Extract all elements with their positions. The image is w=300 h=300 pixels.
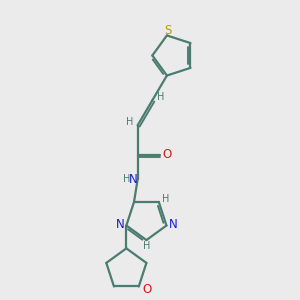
Text: H: H <box>143 241 150 251</box>
Text: N: N <box>129 173 138 186</box>
Text: H: H <box>157 92 164 102</box>
Text: O: O <box>162 148 172 161</box>
Text: H: H <box>162 194 170 204</box>
Text: H: H <box>126 117 133 127</box>
Text: N: N <box>116 218 124 231</box>
Text: H: H <box>123 175 130 184</box>
Text: N: N <box>169 218 177 231</box>
Text: O: O <box>142 283 152 296</box>
Text: S: S <box>165 24 172 37</box>
